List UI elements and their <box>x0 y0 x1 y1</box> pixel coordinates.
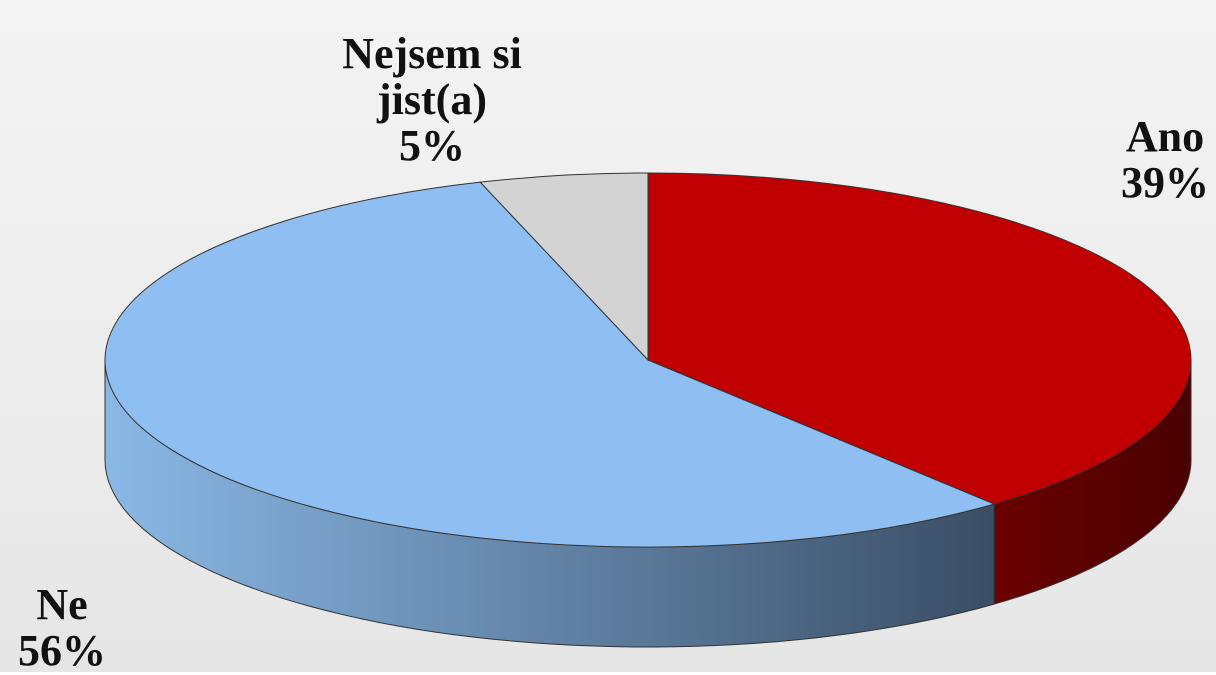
slice-label: Ano 39% <box>1095 114 1216 206</box>
value-label: 56% <box>18 626 106 675</box>
value-label: 39% <box>1121 158 1209 207</box>
slice-label: Nejsem si jist(a) 5% <box>302 31 562 169</box>
slice-label: Ne 56% <box>2 582 122 674</box>
pie-slice <box>647 172 1192 505</box>
category-label: Nejsem si jist(a) <box>342 29 522 124</box>
category-label: Ano <box>1125 112 1205 161</box>
pie-slice <box>104 181 996 548</box>
value-label: 5% <box>399 121 465 170</box>
category-label: Ne <box>36 580 88 629</box>
pie-slice <box>479 172 649 362</box>
